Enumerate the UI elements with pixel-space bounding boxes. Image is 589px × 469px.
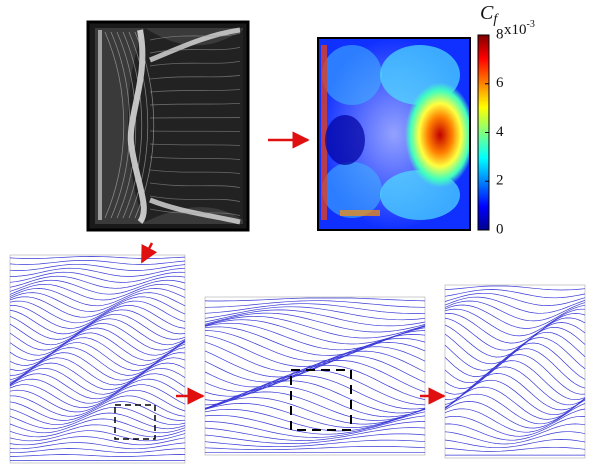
streamline-panel-2 <box>205 297 425 455</box>
tick-label: 6 <box>496 75 504 91</box>
colorbar-multiplier: x10-3 <box>504 19 535 38</box>
multiplier: x10 <box>504 22 527 38</box>
streak <box>150 117 240 118</box>
figure: 0 2 4 6 8 Cf x10-3 <box>0 0 589 464</box>
tick-label: 4 <box>496 124 504 140</box>
oil-flow-image <box>88 22 248 230</box>
streamline-panel-3 <box>445 285 585 458</box>
page: {"colorbar": {"symbol": "C", "subscript"… <box>0 0 589 469</box>
skin-friction-map <box>318 38 470 230</box>
tick-label: 0 <box>496 221 504 237</box>
exponent: -3 <box>527 19 535 30</box>
tick-label: 8 <box>496 26 504 42</box>
colorbar: 0 2 4 6 8 Cf x10-3 <box>478 2 535 238</box>
subscript: f <box>493 12 499 27</box>
symbol: C <box>480 2 494 24</box>
tick-label: 2 <box>496 173 504 189</box>
colorbar-symbol: Cf <box>480 2 499 28</box>
streamline-panel-1 <box>10 255 185 463</box>
